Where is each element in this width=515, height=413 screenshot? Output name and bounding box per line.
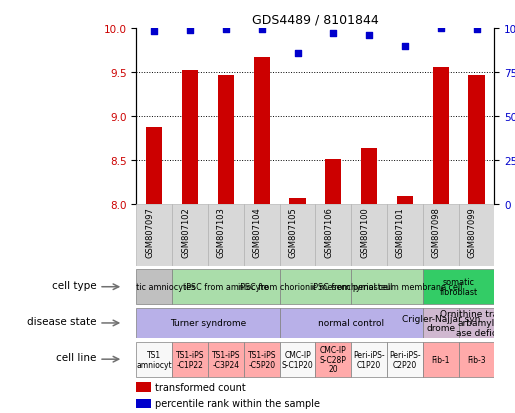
Text: GSM807104: GSM807104 — [253, 206, 262, 257]
Text: cell line: cell line — [56, 352, 96, 363]
Bar — [244, 342, 280, 377]
Bar — [469, 76, 485, 204]
Bar — [172, 342, 208, 377]
Bar — [351, 342, 387, 377]
Text: percentile rank within the sample: percentile rank within the sample — [154, 399, 319, 408]
Bar — [172, 204, 208, 266]
Point — [294, 50, 302, 57]
Bar — [208, 204, 244, 266]
Bar — [172, 270, 280, 304]
Text: GSM807103: GSM807103 — [217, 206, 226, 257]
Text: normal control: normal control — [318, 319, 384, 328]
Bar — [387, 204, 423, 266]
Text: somatic amniocytes: somatic amniocytes — [114, 282, 195, 292]
Text: GSM807098: GSM807098 — [432, 206, 441, 257]
Text: Fib-1: Fib-1 — [432, 355, 450, 364]
Point — [150, 29, 159, 36]
Bar — [361, 148, 377, 204]
Point — [365, 33, 373, 39]
Text: GSM807106: GSM807106 — [324, 206, 333, 257]
Point — [258, 26, 266, 33]
Point — [222, 26, 230, 33]
Bar — [387, 342, 423, 377]
Bar — [397, 197, 413, 204]
Bar — [136, 204, 172, 266]
Bar — [136, 342, 172, 377]
Text: CMC-IP
S-C28P
20: CMC-IP S-C28P 20 — [320, 345, 347, 373]
Text: iPSC from chorionic mesenchymal cell: iPSC from chorionic mesenchymal cell — [238, 282, 392, 292]
Point — [437, 26, 445, 33]
Text: somatic
fibroblast: somatic fibroblast — [439, 278, 478, 297]
Bar — [423, 309, 458, 338]
Bar — [280, 342, 315, 377]
Text: TS1-iPS
-C1P22: TS1-iPS -C1P22 — [176, 350, 204, 369]
Text: Ornithine transc
arbamyl
ase defic: Ornithine transc arbamyl ase defic — [440, 309, 513, 337]
Bar — [423, 204, 458, 266]
Text: GSM807099: GSM807099 — [468, 206, 476, 257]
Bar — [244, 204, 280, 266]
Text: iPSC from amniocyte: iPSC from amniocyte — [184, 282, 268, 292]
Text: Crigler-Najjar syn
drome: Crigler-Najjar syn drome — [402, 314, 480, 332]
Text: GSM807097: GSM807097 — [145, 206, 154, 257]
Bar — [254, 58, 270, 204]
Bar — [136, 382, 151, 392]
Bar — [208, 342, 244, 377]
Bar — [182, 71, 198, 204]
Bar — [433, 68, 449, 204]
Bar — [136, 270, 172, 304]
Point — [186, 27, 194, 34]
Bar — [280, 309, 423, 338]
Text: disease state: disease state — [27, 317, 96, 327]
Text: GSM807102: GSM807102 — [181, 206, 190, 257]
Bar — [315, 204, 351, 266]
Bar — [280, 204, 315, 266]
Bar — [315, 342, 351, 377]
Bar — [423, 342, 458, 377]
Point — [401, 43, 409, 50]
Text: GSM807100: GSM807100 — [360, 206, 369, 257]
Text: Turner syndrome: Turner syndrome — [170, 319, 246, 328]
Bar — [351, 270, 423, 304]
Text: TS1-iPS
-C3P24: TS1-iPS -C3P24 — [212, 350, 240, 369]
Text: Fib-3: Fib-3 — [467, 355, 486, 364]
Text: Peri-iPS-
C2P20: Peri-iPS- C2P20 — [389, 350, 421, 369]
Bar — [280, 270, 351, 304]
Bar — [218, 76, 234, 204]
Bar — [458, 309, 494, 338]
Text: transformed count: transformed count — [154, 382, 245, 392]
Text: iPSC from periosteum membrane cell: iPSC from periosteum membrane cell — [312, 282, 462, 292]
Text: TS1-iPS
-C5P20: TS1-iPS -C5P20 — [248, 350, 276, 369]
Bar — [136, 399, 151, 408]
Bar — [146, 128, 162, 204]
Text: cell type: cell type — [52, 280, 96, 290]
Text: CMC-IP
S-C1P20: CMC-IP S-C1P20 — [282, 350, 314, 369]
Bar — [351, 204, 387, 266]
Bar — [136, 309, 280, 338]
Text: TS1
amniocyt: TS1 amniocyt — [136, 350, 172, 369]
Bar — [458, 342, 494, 377]
Text: GSM807101: GSM807101 — [396, 206, 405, 257]
Bar — [423, 270, 494, 304]
Point — [329, 31, 337, 38]
Bar — [458, 204, 494, 266]
Bar — [325, 160, 341, 204]
Text: Peri-iPS-
C1P20: Peri-iPS- C1P20 — [353, 350, 385, 369]
Bar — [289, 198, 305, 204]
Point — [472, 27, 480, 33]
Text: GSM807105: GSM807105 — [288, 206, 298, 257]
Title: GDS4489 / 8101844: GDS4489 / 8101844 — [252, 13, 379, 26]
